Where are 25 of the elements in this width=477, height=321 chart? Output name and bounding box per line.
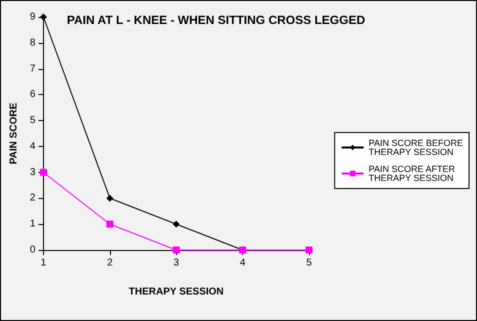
x-tick-label: 1	[40, 258, 47, 268]
y-tick-label: 8	[30, 37, 36, 48]
legend-label: PAIN SCORE AFTER THERAPY SESSION	[368, 164, 456, 183]
y-tick-label: 7	[30, 63, 36, 74]
x-tick-label: 2	[107, 258, 114, 268]
y-tick-label: 3	[30, 166, 36, 178]
x-tick-label: 4	[240, 258, 246, 268]
y-tick-label: 9	[30, 12, 36, 22]
point	[172, 220, 180, 228]
point	[106, 220, 114, 228]
legend-label: PAIN SCORE BEFORE THERAPY SESSION	[368, 138, 464, 157]
y-tick-label: 2	[30, 192, 36, 204]
chart-title: PAIN AT L - KNEE - WHEN SITTING CROSS LEGGED	[66, 13, 366, 27]
y-tick-label: 0	[30, 244, 36, 256]
point	[172, 246, 180, 254]
point	[106, 194, 114, 202]
x-axis-title: THERAPY SESSION	[128, 286, 224, 298]
x-tick-label: 5	[306, 258, 312, 268]
y-tick-label: 4	[30, 140, 36, 152]
x-tick-label: 3	[173, 258, 180, 268]
y-tick-label: 6	[30, 89, 36, 100]
point	[40, 168, 47, 176]
y-tick-label: 1	[30, 218, 36, 230]
y-tick-label: 5	[30, 115, 36, 126]
y-axis-title: PAIN SCORE	[8, 102, 20, 164]
